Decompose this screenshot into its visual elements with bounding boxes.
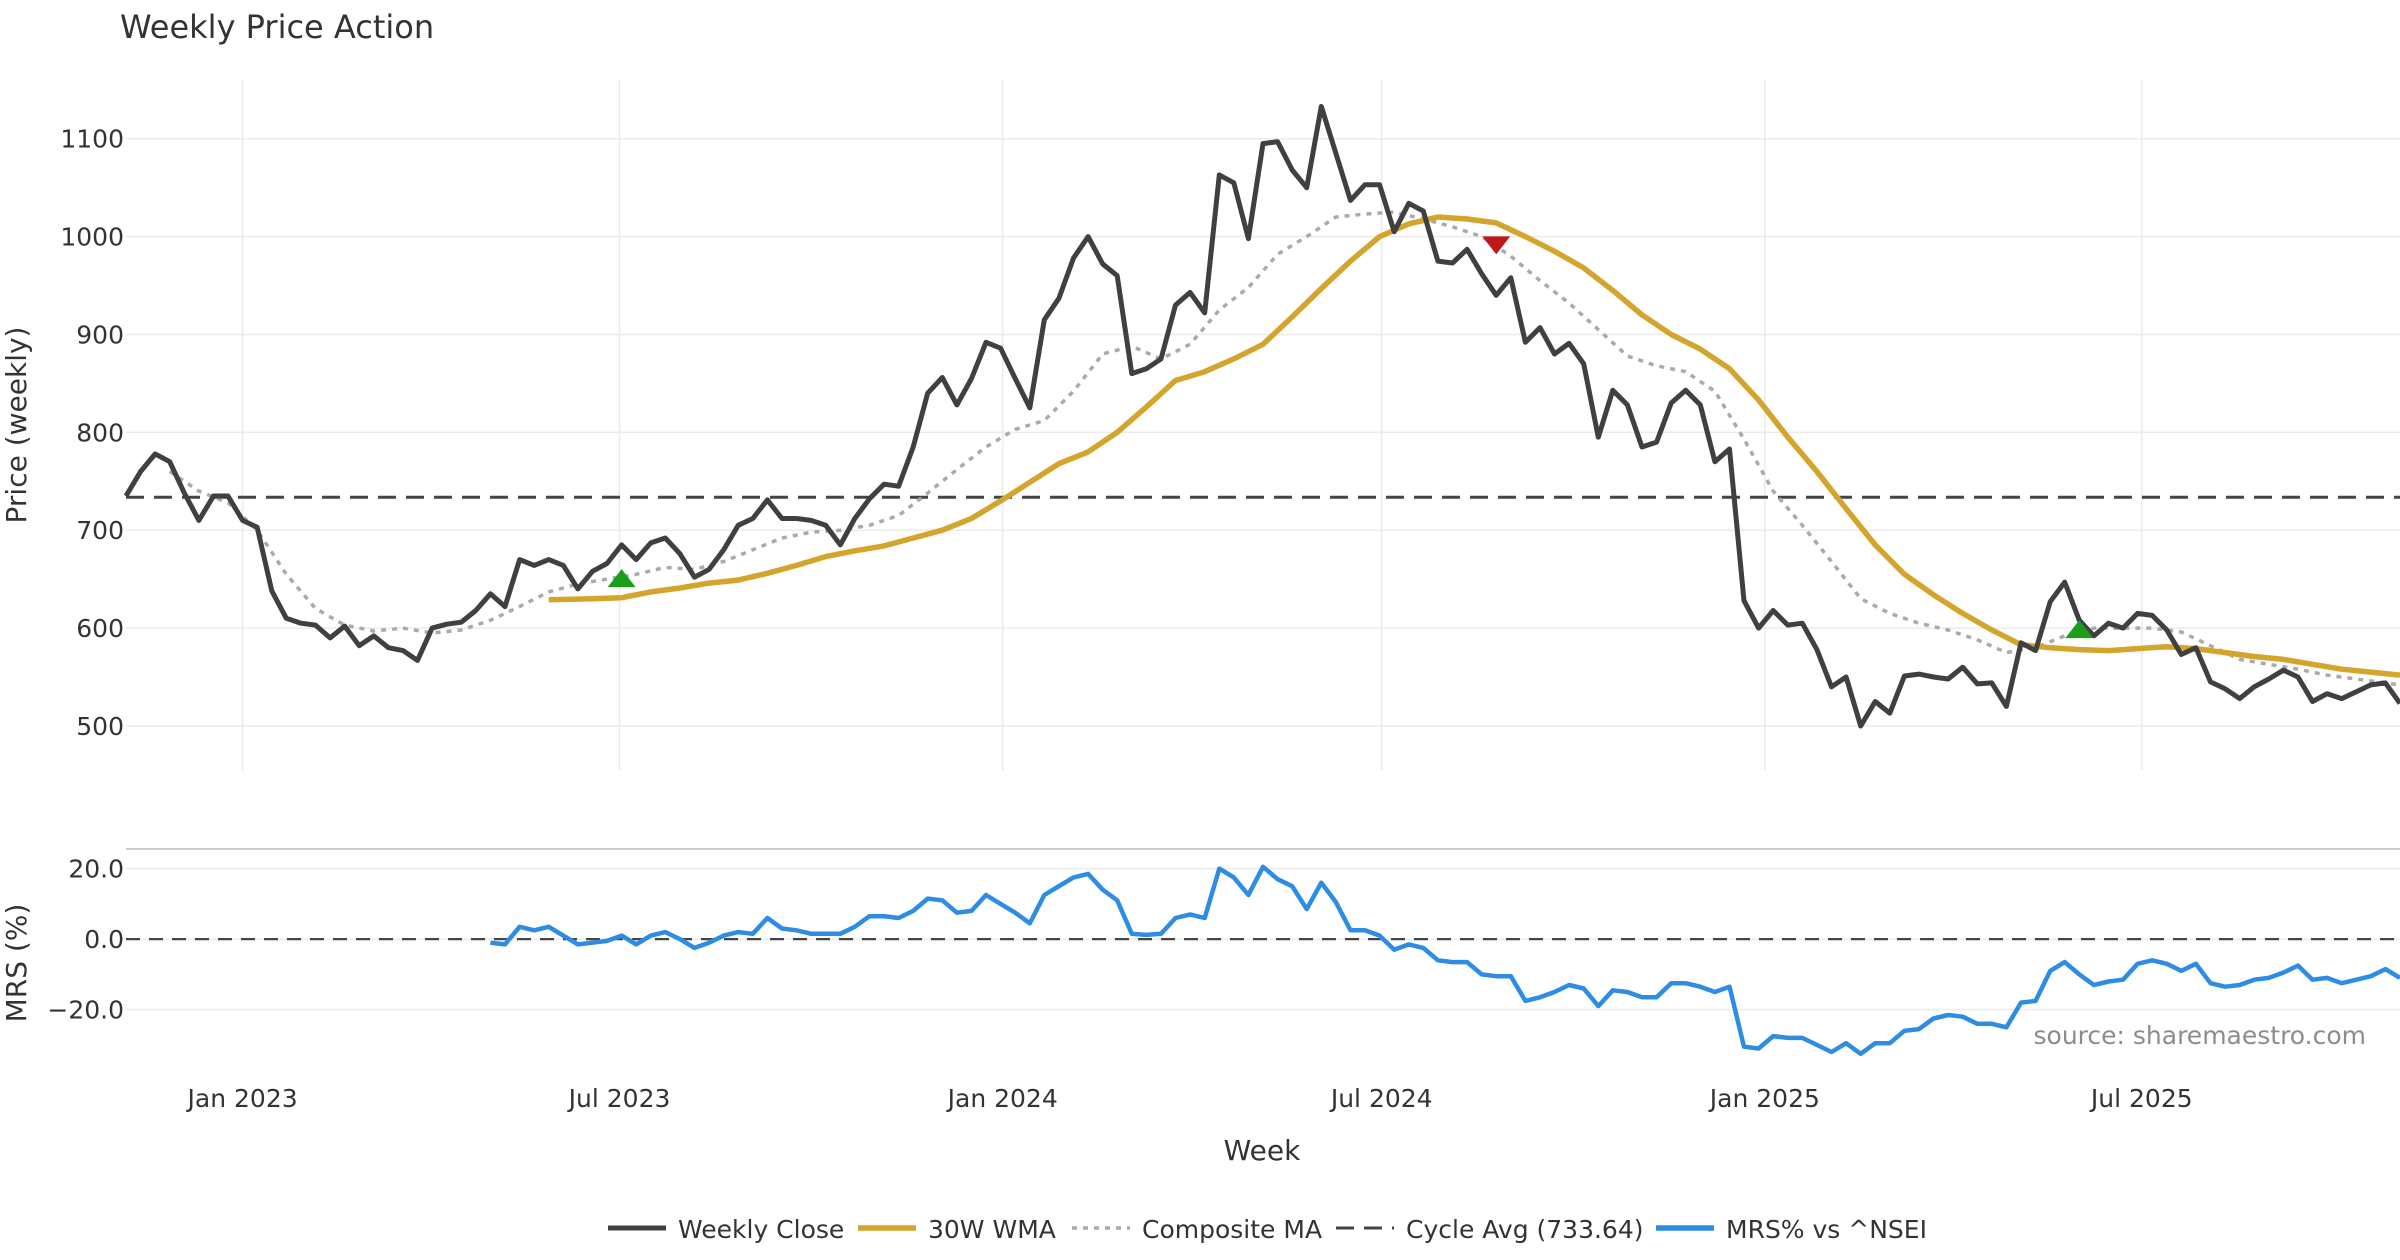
mrs-y-tick-label: 0.0 [84,925,124,954]
x-tick-label: Jul 2025 [2089,1084,2193,1113]
price-y-tick-label: 600 [76,614,124,643]
mrs-y-ticks: 20.0 0.0 −20.0 [47,855,124,1025]
buy-signal-marker [607,569,636,588]
x-axis-ticks: Jan 2023 Jul 2023 Jan 2024 Jul 2024 Jan 2025… [186,1084,2193,1113]
mrs-panel: 20.0 0.0 −20.0 MRS (%) source: sharemaestr… [0,855,2400,1057]
price-y-tick-label: 700 [76,516,124,545]
legend-weekly-close-label: Weekly Close [678,1215,844,1244]
weekly-close-line [123,103,2400,729]
x-tick-label: Jan 2024 [946,1084,1058,1113]
price-grid [126,80,2400,770]
price-y-tick-label: 900 [76,320,124,349]
source-note: source: sharemaestro.com [2034,1021,2367,1050]
x-axis-label: Week [1224,1134,1301,1167]
price-panel: 500 600 700 800 900 1000 1100 Price (weekly) [0,80,2400,770]
legend-wma-30w-label: 30W WMA [928,1215,1056,1244]
price-y-axis-label: Price (weekly) [0,327,33,524]
price-y-ticks: 500 600 700 800 900 1000 1100 [60,125,124,741]
legend: Weekly Close 30W WMA Composite MA Cycle Avg… [608,1215,1927,1244]
legend-cycle-avg-label: Cycle Avg (733.64) [1406,1215,1644,1244]
mrs-y-tick-label: −20.0 [47,996,124,1025]
price-y-tick-label: 1100 [60,125,124,154]
x-tick-label: Jan 2023 [186,1084,298,1113]
sell-signal-marker [1482,236,1511,255]
buy-signal-marker [2065,620,2094,639]
x-tick-label: Jan 2025 [1708,1084,1820,1113]
price-y-tick-label: 1000 [60,223,124,252]
x-tick-label: Jul 2023 [567,1084,671,1113]
wma-30w-line [548,214,2400,678]
legend-mrs-label: MRS% vs ^NSEI [1726,1215,1927,1244]
signal-markers [607,236,2094,639]
mrs-y-axis-label: MRS (%) [0,904,33,1023]
mrs-y-tick-label: 20.0 [68,855,124,884]
price-y-tick-label: 500 [76,712,124,741]
composite-ma-line [168,210,2400,687]
price-y-tick-label: 800 [76,418,124,447]
chart-title: Weekly Price Action [120,8,434,46]
x-tick-label: Jul 2024 [1329,1084,1433,1113]
mrs-line [490,864,2400,1057]
legend-composite-ma-label: Composite MA [1142,1215,1322,1244]
